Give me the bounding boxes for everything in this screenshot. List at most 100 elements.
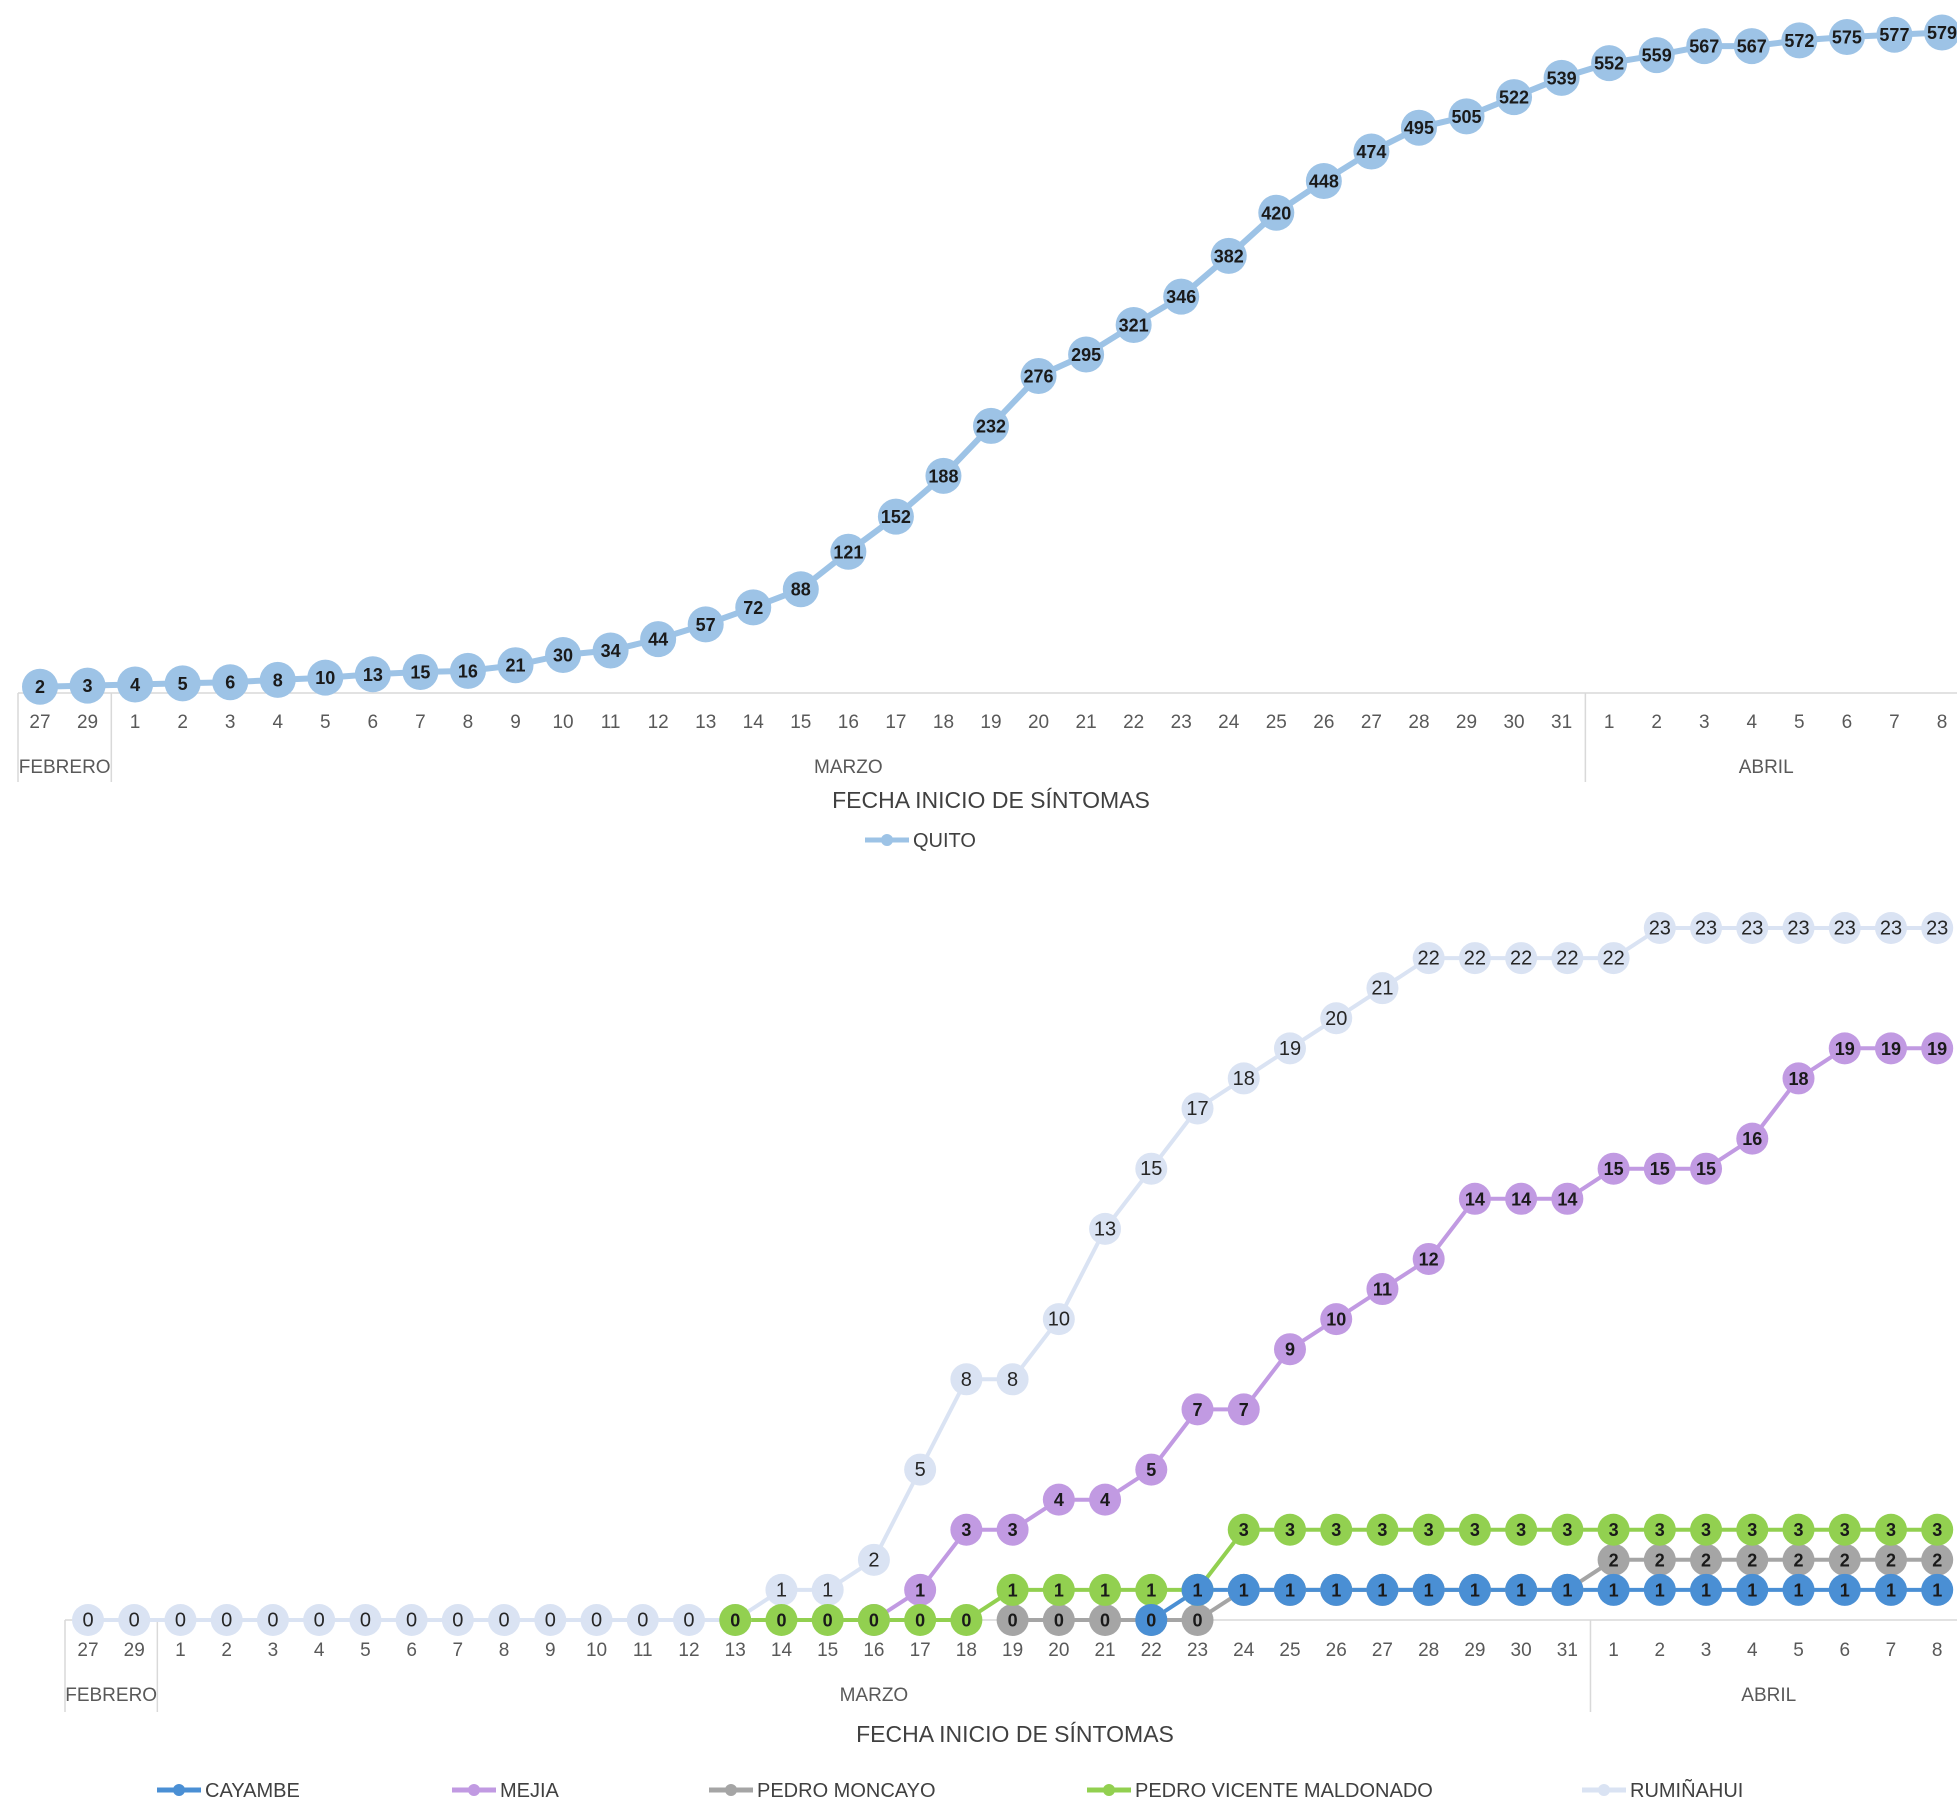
data-label: 3 bbox=[1655, 1520, 1665, 1540]
data-label: 495 bbox=[1404, 118, 1434, 138]
x-tick-label: 29 bbox=[1456, 712, 1477, 733]
data-label: 14 bbox=[1557, 1189, 1577, 1209]
legend-marker bbox=[725, 1784, 737, 1796]
data-point bbox=[1781, 22, 1818, 59]
data-point bbox=[1643, 1543, 1676, 1576]
data-label: 1 bbox=[1008, 1580, 1018, 1600]
data-point bbox=[1591, 45, 1628, 82]
data-label: 7 bbox=[1239, 1400, 1249, 1420]
x-tick-label: 6 bbox=[1842, 712, 1853, 733]
data-point bbox=[395, 1604, 428, 1636]
month-label: MARZO bbox=[814, 757, 883, 778]
x-tick-label: 15 bbox=[790, 712, 811, 733]
data-point bbox=[449, 652, 486, 689]
data-label: 21 bbox=[505, 656, 525, 676]
x-tick-label: 8 bbox=[1937, 712, 1948, 733]
data-point bbox=[1181, 1393, 1214, 1426]
data-label: 0 bbox=[499, 1610, 510, 1632]
data-label: 1 bbox=[776, 1579, 787, 1601]
x-tick-label: 27 bbox=[1372, 1640, 1393, 1661]
data-point bbox=[164, 665, 201, 702]
data-point bbox=[1448, 98, 1485, 135]
data-point bbox=[1828, 1573, 1861, 1606]
data-label: 3 bbox=[1239, 1520, 1249, 1540]
data-label: 3 bbox=[1794, 1520, 1804, 1540]
data-point bbox=[1638, 37, 1675, 74]
data-point bbox=[1273, 1032, 1306, 1065]
data-label: 0 bbox=[915, 1611, 925, 1631]
data-point bbox=[307, 659, 344, 696]
x-tick-label: 4 bbox=[314, 1640, 325, 1661]
data-point bbox=[72, 1604, 104, 1636]
data-label: 0 bbox=[776, 1611, 786, 1631]
data-label: 295 bbox=[1071, 345, 1101, 365]
data-point bbox=[1320, 1573, 1353, 1606]
data-point bbox=[996, 1604, 1029, 1636]
data-point bbox=[1458, 1182, 1491, 1215]
data-point bbox=[1227, 1573, 1260, 1606]
x-tick-label: 6 bbox=[1839, 1640, 1850, 1661]
data-point bbox=[640, 621, 677, 658]
x-tick-label: 9 bbox=[545, 1640, 556, 1661]
data-label: 9 bbox=[1285, 1340, 1295, 1360]
legend-item: MEJIA bbox=[452, 1780, 560, 1802]
legend-marker bbox=[1598, 1784, 1610, 1796]
x-tick-label: 5 bbox=[1793, 1640, 1804, 1661]
data-point bbox=[1089, 1573, 1122, 1606]
legend-item: PEDRO MONCAYO bbox=[709, 1780, 936, 1802]
data-point bbox=[765, 1573, 798, 1606]
data-label: 5 bbox=[1146, 1460, 1156, 1480]
data-label: 1 bbox=[822, 1579, 833, 1601]
x-tick-label: 21 bbox=[1076, 712, 1097, 733]
data-point bbox=[1874, 912, 1907, 944]
data-point bbox=[354, 656, 391, 693]
data-point bbox=[1042, 1483, 1075, 1516]
data-point bbox=[210, 1604, 243, 1636]
x-tick-label: 25 bbox=[1266, 712, 1287, 733]
data-label: 22 bbox=[1464, 948, 1486, 970]
x-tick-label: 22 bbox=[1141, 1640, 1162, 1661]
data-point bbox=[1921, 1513, 1954, 1546]
x-tick-label: 4 bbox=[1747, 1640, 1758, 1661]
series-pedro-vicente-maldonado: 0 0 0 0 0 0 1 1 1 1 1 3 3 3 3 3 3 3 3 3 3 3 3 3 3 3 3 bbox=[719, 1513, 1954, 1636]
data-label: 1 bbox=[1562, 1580, 1572, 1600]
x-tick-label: 27 bbox=[1361, 712, 1382, 733]
data-point bbox=[1089, 1212, 1122, 1245]
x-tick-label: 1 bbox=[175, 1640, 186, 1661]
data-point bbox=[925, 457, 962, 494]
data-label: 1 bbox=[1932, 1580, 1942, 1600]
data-point bbox=[1505, 1513, 1538, 1546]
data-point bbox=[1135, 1152, 1168, 1185]
data-point bbox=[164, 1604, 197, 1636]
x-tick-label: 16 bbox=[863, 1640, 884, 1661]
data-label: 0 bbox=[823, 1611, 833, 1631]
data-label: 1 bbox=[1794, 1580, 1804, 1600]
data-label: 3 bbox=[1932, 1520, 1942, 1540]
x-tick-label: 20 bbox=[1028, 712, 1049, 733]
data-label: 539 bbox=[1547, 68, 1577, 88]
x-tick-label: 12 bbox=[648, 712, 669, 733]
data-label: 1 bbox=[1470, 1580, 1480, 1600]
x-tick-label: 19 bbox=[980, 712, 1001, 733]
data-label: 8 bbox=[961, 1369, 972, 1391]
data-point bbox=[1273, 1333, 1306, 1366]
x-tick-label: 2 bbox=[177, 712, 188, 733]
data-point bbox=[545, 636, 582, 673]
x-tick-label: 3 bbox=[1699, 712, 1710, 733]
data-point bbox=[1686, 28, 1723, 65]
x-tick-label: 23 bbox=[1171, 712, 1192, 733]
x-tick-label: 30 bbox=[1503, 712, 1524, 733]
x-axis-title: FECHA INICIO DE SÍNTOMAS bbox=[832, 787, 1150, 813]
data-label: 567 bbox=[1689, 37, 1719, 57]
x-tick-label: 29 bbox=[124, 1640, 145, 1661]
data-label: 3 bbox=[1331, 1520, 1341, 1540]
data-label: 0 bbox=[545, 1610, 556, 1632]
data-point bbox=[950, 1363, 983, 1396]
x-tick-label: 11 bbox=[633, 1640, 653, 1661]
data-point bbox=[1736, 1543, 1769, 1576]
data-label: 10 bbox=[1048, 1309, 1070, 1331]
data-point bbox=[1597, 1513, 1630, 1546]
data-label: 23 bbox=[1741, 918, 1763, 940]
x-tick-label: 13 bbox=[695, 712, 716, 733]
